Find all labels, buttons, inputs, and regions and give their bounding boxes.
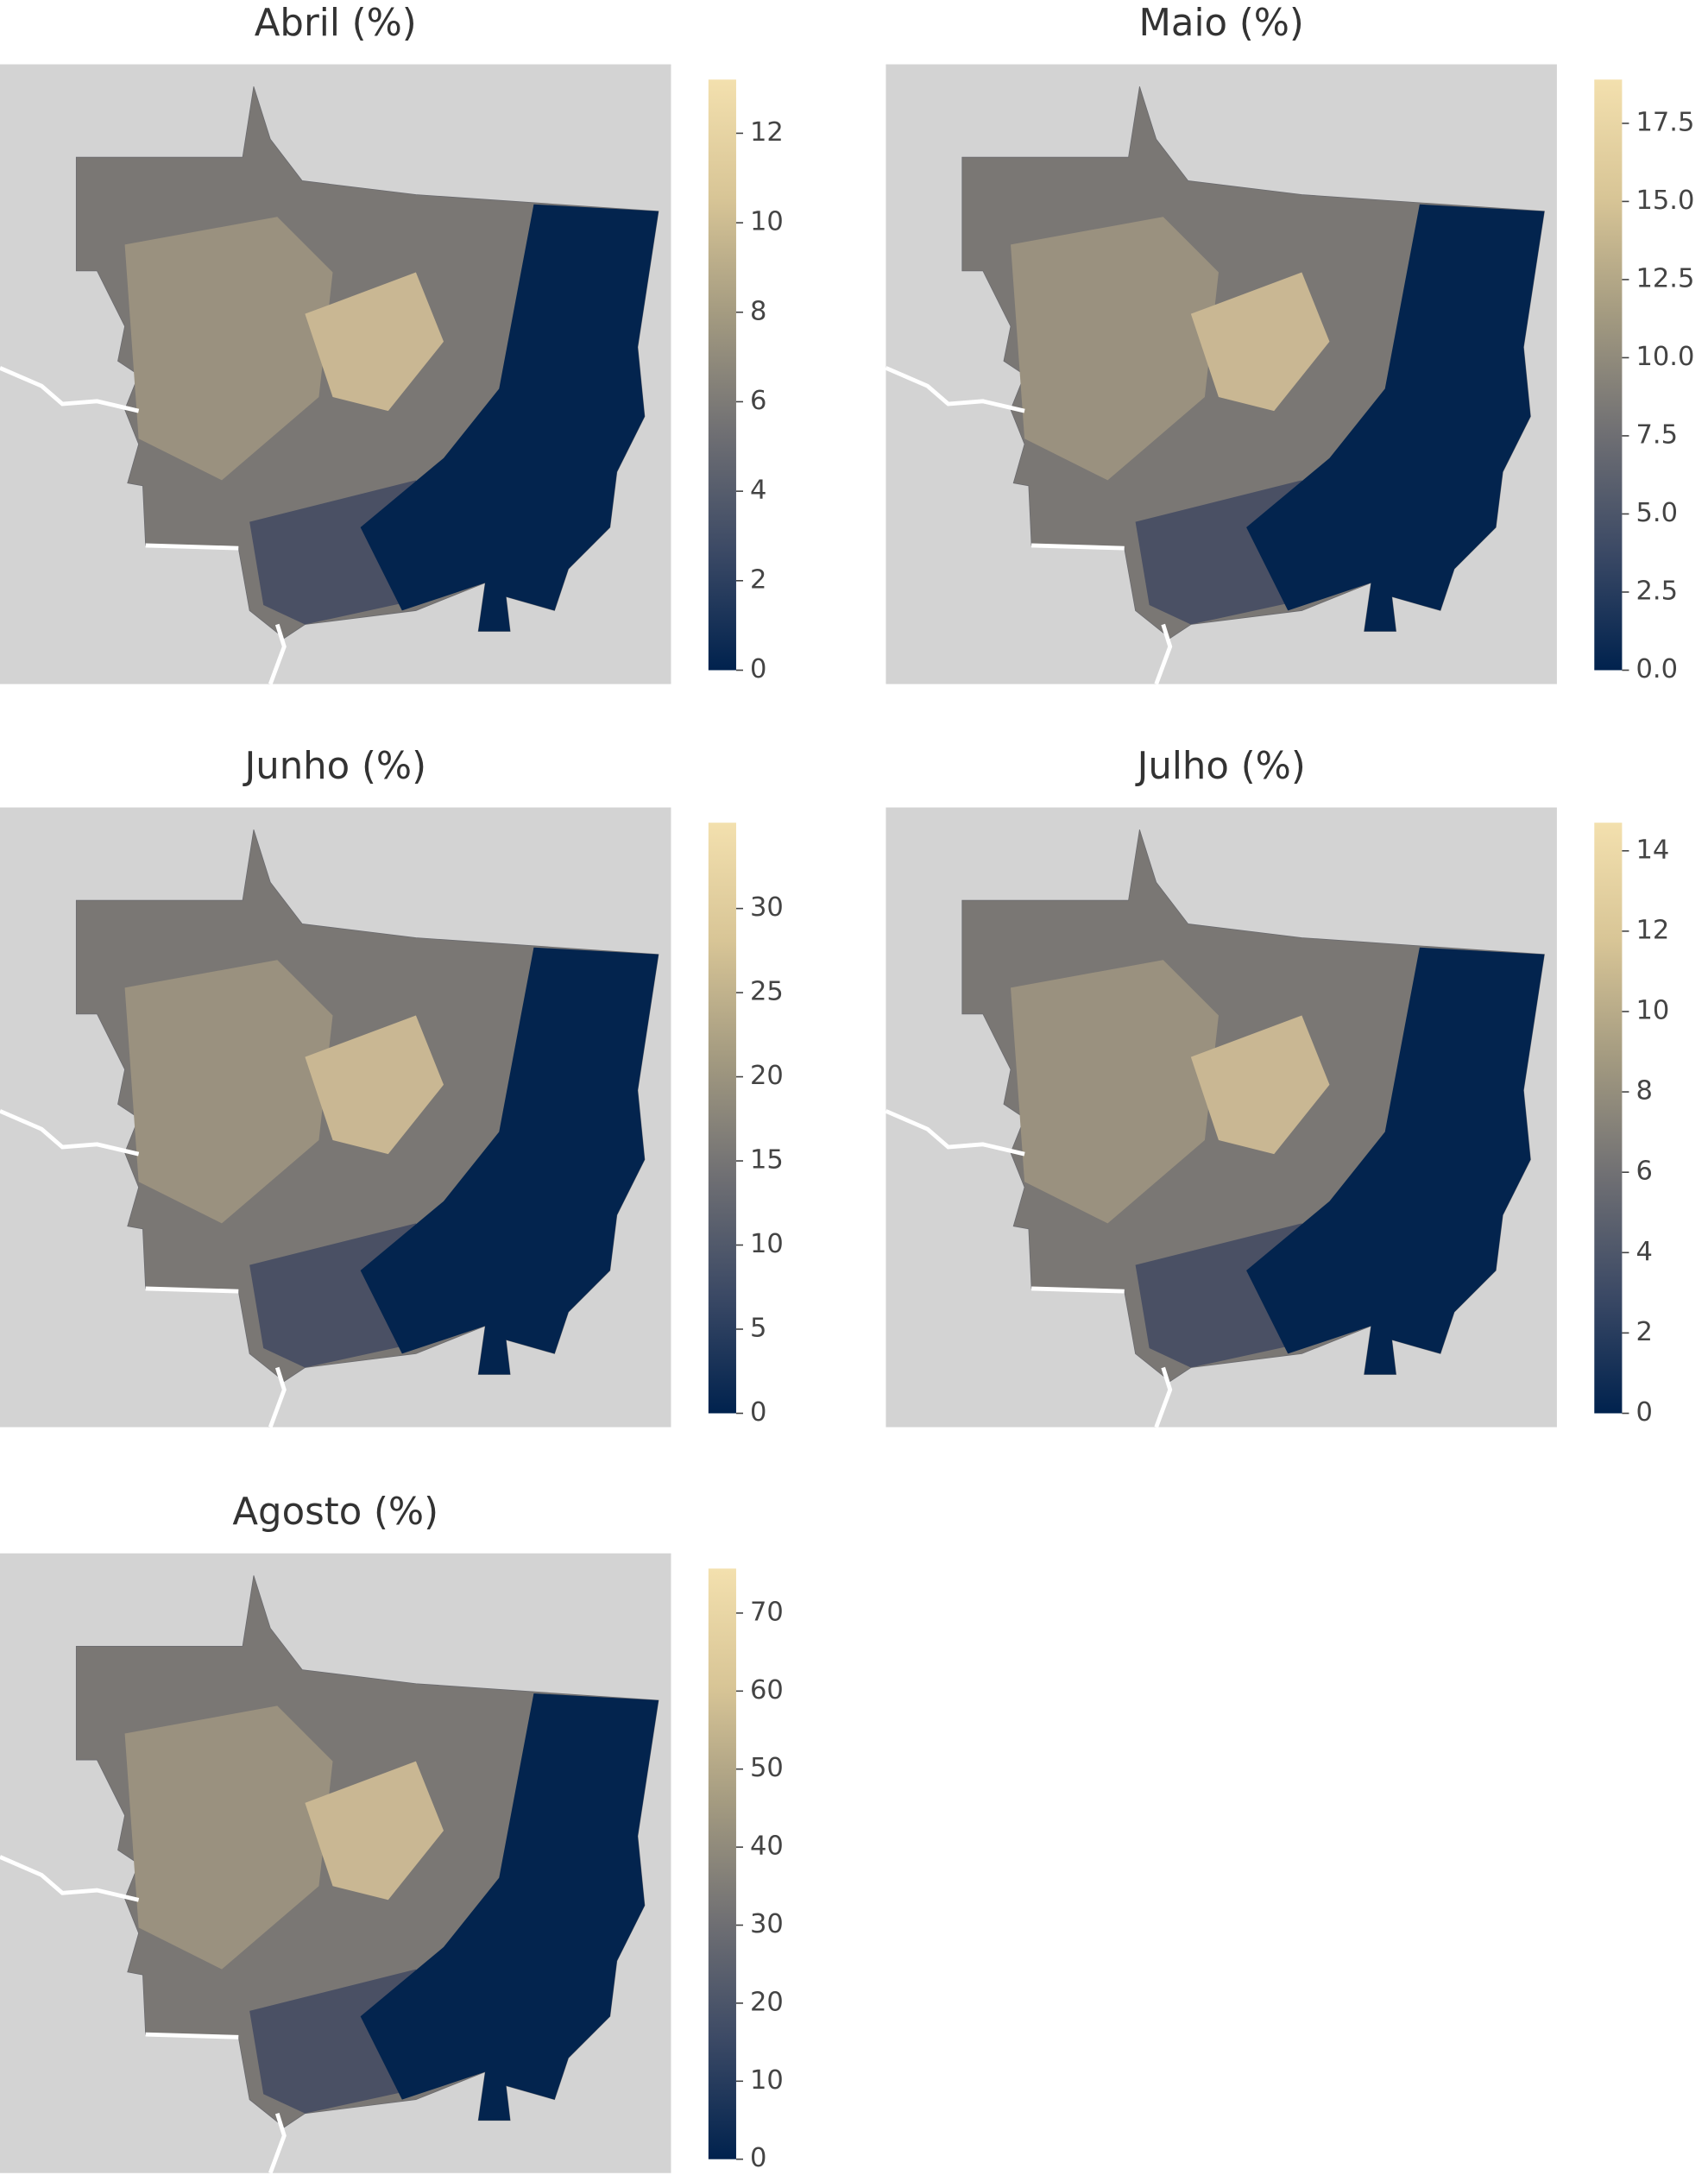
panel-title: Junho (%) <box>242 745 426 788</box>
colorbar-tick-label: 8 <box>750 296 766 326</box>
colorbar-tick-label: 10 <box>1636 995 1669 1025</box>
colorbar-tick-label: 15.0 <box>1636 186 1694 216</box>
panel: Abril (%) 0 2 4 6 8 10 12 <box>0 2 784 684</box>
colorbar-tick-label: 5 <box>750 1314 766 1344</box>
colorbar-tick-label: 10 <box>750 207 784 237</box>
panel: Julho (%) 0 2 4 6 8 10 12 14 <box>886 745 1669 1428</box>
map <box>0 808 671 1428</box>
colorbar-tick-label: 6 <box>1636 1157 1652 1187</box>
map <box>886 808 1556 1428</box>
colorbar <box>708 79 736 671</box>
colorbar-tick-label: 12.5 <box>1636 263 1694 293</box>
colorbar-tick-label: 20 <box>750 1061 784 1091</box>
colorbar-tick-label: 30 <box>750 1909 784 1939</box>
colorbar-tick-label: 40 <box>750 1831 784 1862</box>
map <box>886 65 1556 684</box>
colorbar <box>1594 823 1623 1414</box>
panel-title: Abril (%) <box>255 2 417 45</box>
panel: Agosto (%) 0 10 20 30 40 50 60 70 <box>0 1491 784 2173</box>
colorbar-tick-label: 17.5 <box>1636 107 1694 137</box>
colorbar-tick-label: 60 <box>750 1675 784 1705</box>
colorbar-tick-label: 12 <box>1636 915 1669 945</box>
colorbar-tick-label: 0 <box>1636 1397 1652 1428</box>
colorbar-tick-label: 70 <box>750 1597 784 1627</box>
map <box>0 65 671 684</box>
panel: Maio (%) 0.0 2.5 5.0 7.5 10.0 12.5 15.0 17.5 <box>886 2 1694 684</box>
colorbar-tick-label: 4 <box>750 476 766 506</box>
colorbar-tick-label: 2 <box>1636 1317 1652 1347</box>
colorbar-tick-label: 10.0 <box>1636 342 1694 372</box>
colorbar-tick-label: 5.0 <box>1636 498 1678 528</box>
map <box>0 1554 671 2173</box>
colorbar-tick-label: 8 <box>1636 1076 1652 1106</box>
colorbar-tick-label: 10 <box>750 2065 784 2096</box>
colorbar-tick-label: 4 <box>1636 1237 1652 1267</box>
panel-title: Maio (%) <box>1138 2 1303 45</box>
colorbar-tick-label: 20 <box>750 1987 784 2017</box>
colorbar <box>708 1568 736 2159</box>
colorbar-tick-label: 2.5 <box>1636 576 1678 606</box>
colorbar <box>1594 79 1623 671</box>
colorbar-tick-label: 6 <box>750 386 766 416</box>
colorbar-tick-label: 7.5 <box>1636 419 1678 450</box>
colorbar-tick-label: 12 <box>750 117 784 148</box>
colorbar <box>708 823 736 1414</box>
colorbar-tick-label: 0 <box>750 654 766 684</box>
colorbar-tick-label: 10 <box>750 1229 784 1259</box>
colorbar-tick-label: 25 <box>750 977 784 1007</box>
colorbar-tick-label: 2 <box>750 564 766 595</box>
colorbar-tick-label: 50 <box>750 1753 784 1783</box>
colorbar-tick-label: 0.0 <box>1636 654 1678 684</box>
panel-title: Julho (%) <box>1135 745 1306 788</box>
colorbar-tick-label: 15 <box>750 1145 784 1176</box>
colorbar-tick-label: 30 <box>750 892 784 923</box>
colorbar-tick-label: 14 <box>1636 835 1669 865</box>
colorbar-tick-label: 0 <box>750 1397 766 1428</box>
panel: Junho (%) 0 5 10 15 20 25 30 <box>0 745 784 1428</box>
colorbar-tick-label: 0 <box>750 2143 766 2173</box>
panel-title: Agosto (%) <box>232 1491 438 1534</box>
